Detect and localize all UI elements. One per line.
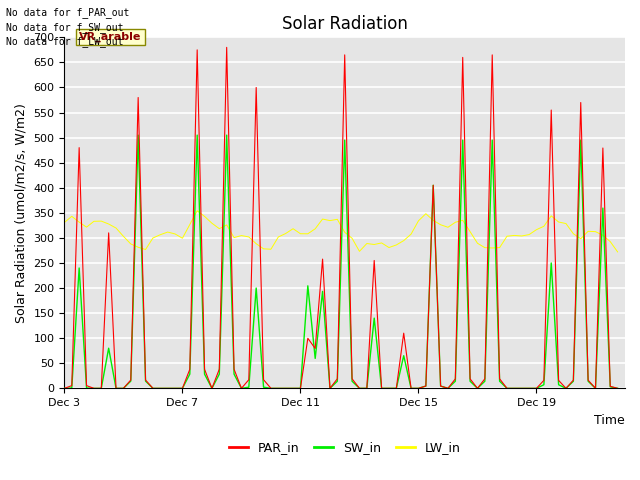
Text: No data for f_PAR_out: No data for f_PAR_out (6, 7, 130, 18)
Y-axis label: Solar Radiation (umol/m2/s, W/m2): Solar Radiation (umol/m2/s, W/m2) (15, 103, 28, 323)
Text: No data for f_LW_out: No data for f_LW_out (6, 36, 124, 47)
X-axis label: Time: Time (595, 414, 625, 427)
Text: VR_arable: VR_arable (79, 32, 141, 42)
Legend: PAR_in, SW_in, LW_in: PAR_in, SW_in, LW_in (224, 436, 465, 459)
Title: Solar Radiation: Solar Radiation (282, 15, 408, 33)
Text: No data for f_SW_out: No data for f_SW_out (6, 22, 124, 33)
